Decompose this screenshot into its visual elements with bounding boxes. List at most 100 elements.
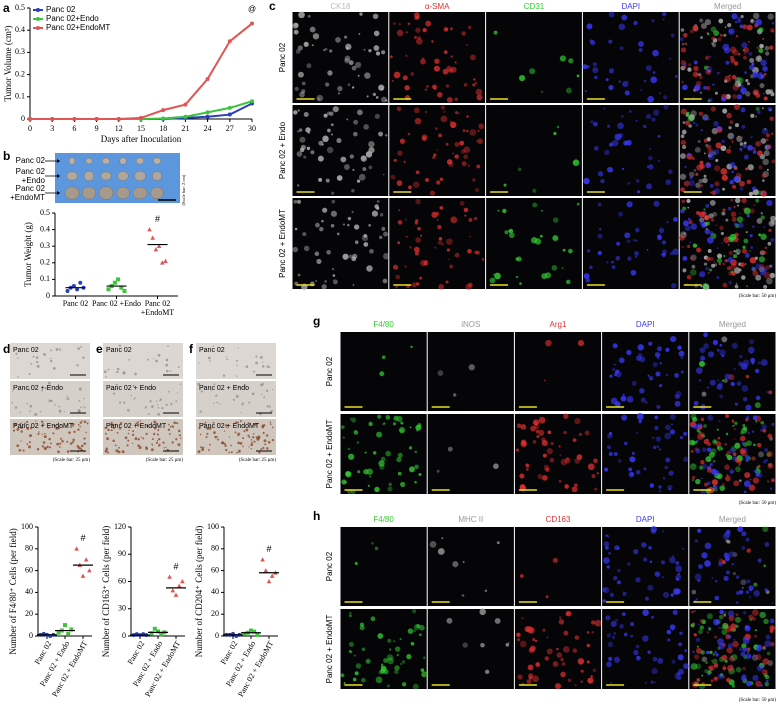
stain <box>28 441 31 444</box>
signal <box>730 58 736 64</box>
signal <box>742 359 750 367</box>
signal <box>743 144 747 148</box>
signal <box>698 564 703 570</box>
stain <box>29 404 33 408</box>
signal <box>675 565 682 573</box>
signal <box>680 370 684 374</box>
point <box>255 632 260 637</box>
x-tick-label: 0 <box>28 124 32 133</box>
stain <box>170 402 173 405</box>
signal <box>515 275 519 279</box>
signal <box>353 131 358 137</box>
signal <box>439 177 444 181</box>
signal <box>354 562 358 565</box>
signal <box>664 432 672 440</box>
signal <box>326 146 334 154</box>
signal <box>721 242 724 245</box>
signal <box>424 259 428 263</box>
stain <box>55 426 59 430</box>
y-tick-label: 0.5 <box>40 208 50 217</box>
signal <box>669 251 674 256</box>
signal <box>674 373 679 378</box>
signal <box>653 200 660 207</box>
signal <box>310 150 315 155</box>
column-label: Arg1 <box>550 320 567 329</box>
stain <box>158 443 161 447</box>
y-tick-label: 0 <box>29 631 33 640</box>
stain <box>228 451 231 454</box>
signal <box>617 459 622 463</box>
signal <box>705 69 712 75</box>
stain <box>153 358 155 360</box>
signal <box>677 654 684 661</box>
signal <box>750 19 754 22</box>
signal <box>718 381 723 387</box>
signal <box>680 134 685 139</box>
signal <box>368 141 375 148</box>
signal <box>732 640 739 648</box>
signal <box>745 78 749 83</box>
signal <box>616 568 621 573</box>
signal <box>556 125 560 129</box>
signal <box>450 121 457 129</box>
stain <box>213 383 216 386</box>
stain <box>133 398 135 400</box>
point <box>159 632 164 637</box>
signal <box>324 82 330 87</box>
signal <box>754 634 758 638</box>
signal <box>762 179 765 182</box>
signal <box>657 657 664 664</box>
signal <box>355 663 362 669</box>
signal <box>391 79 394 82</box>
signal <box>684 42 688 46</box>
signal <box>481 258 485 261</box>
signal <box>728 29 733 34</box>
signal <box>681 80 684 84</box>
series-line <box>30 22 253 120</box>
signal <box>691 589 697 595</box>
stain <box>112 439 115 443</box>
signal <box>657 234 662 239</box>
signal <box>731 184 737 189</box>
signal <box>630 634 634 638</box>
stain <box>60 437 63 440</box>
signal <box>684 649 688 653</box>
signal <box>679 173 687 180</box>
signal <box>706 66 713 73</box>
stain <box>212 421 215 424</box>
signal <box>704 542 712 550</box>
signal <box>758 256 765 263</box>
signal <box>657 159 660 162</box>
signal <box>698 379 702 382</box>
signal <box>365 151 373 158</box>
signal <box>735 666 742 673</box>
signal <box>707 351 715 358</box>
signal <box>699 75 703 79</box>
signal <box>760 138 767 144</box>
signal <box>718 18 724 24</box>
signal <box>719 394 724 399</box>
signal <box>770 237 775 243</box>
signal <box>293 29 299 35</box>
stain <box>65 398 67 400</box>
signal <box>410 345 413 349</box>
stain <box>122 371 126 375</box>
signal <box>589 265 593 270</box>
if-image <box>514 332 602 411</box>
stain <box>46 445 49 449</box>
signal <box>652 49 659 57</box>
signal <box>611 635 616 639</box>
signal <box>759 611 766 619</box>
signal <box>722 483 725 486</box>
signal <box>609 142 614 147</box>
stain <box>47 427 50 429</box>
signal <box>508 232 515 239</box>
signal <box>531 237 538 244</box>
signal <box>743 426 747 431</box>
signal <box>721 654 728 661</box>
stain <box>161 407 164 410</box>
signal <box>730 655 733 658</box>
signal <box>355 61 362 68</box>
signal <box>635 119 638 122</box>
stain <box>24 422 26 425</box>
